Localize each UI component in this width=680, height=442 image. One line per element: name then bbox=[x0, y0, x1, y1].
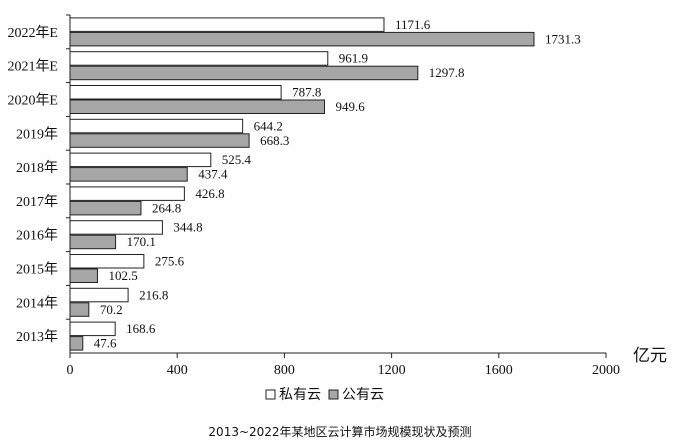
data-labels-layer: 1171.6 1731.3 961.9 1297.8 787.8 949.6 644.266… bbox=[94, 17, 581, 351]
x-tick-label: 1200 bbox=[378, 363, 406, 378]
data-label: 668.3 bbox=[260, 133, 289, 148]
public-cloud-bar bbox=[69, 167, 188, 182]
private-cloud-bar bbox=[69, 321, 116, 337]
y-tick-label: 2015年 bbox=[16, 262, 58, 278]
y-tick-label: 2014年 bbox=[16, 295, 58, 311]
data-label: 1171.6 bbox=[395, 17, 431, 32]
public-cloud-bar bbox=[69, 200, 142, 216]
data-label: 170.1 bbox=[127, 234, 156, 249]
data-label: 70.2 bbox=[100, 302, 123, 317]
data-label: 1297.8 bbox=[429, 65, 465, 80]
x-tick-label: 400 bbox=[167, 363, 188, 378]
private-cloud-bar bbox=[69, 287, 129, 303]
y-axis: 2022年E 2021年E 2020年E 2019年 2018年 2017年 2016年 20… bbox=[7, 14, 71, 353]
public-cloud-bar bbox=[69, 133, 250, 148]
public-cloud-bar bbox=[69, 268, 98, 283]
data-label: 437.4 bbox=[198, 167, 228, 182]
y-tick-label: 2021年E bbox=[7, 59, 58, 75]
data-label: 426.8 bbox=[195, 186, 224, 201]
unit-label: 亿元 bbox=[633, 346, 667, 365]
x-tick-label: 1600 bbox=[485, 363, 513, 378]
y-tick-label: 2018年 bbox=[16, 160, 58, 176]
x-tick-label: 0 bbox=[67, 363, 74, 378]
legend-swatch-private-cloud bbox=[265, 389, 276, 400]
y-tick-label: 2013年 bbox=[16, 329, 58, 345]
data-label: 961.9 bbox=[339, 51, 368, 66]
y-tick-label: 2022年E bbox=[7, 25, 58, 41]
data-label: 275.6 bbox=[155, 254, 185, 269]
data-label: 344.8 bbox=[173, 220, 202, 235]
private-cloud-bar bbox=[69, 186, 185, 201]
x-axis: 0 400 800 1200 1600 2000 bbox=[67, 352, 620, 378]
y-tick-label: 2019年 bbox=[16, 126, 58, 142]
data-label: 787.8 bbox=[292, 85, 321, 100]
private-cloud-bar bbox=[69, 17, 385, 32]
y-tick-label: 2017年 bbox=[16, 194, 58, 210]
public-cloud-bar bbox=[69, 302, 90, 317]
x-tick-label: 2000 bbox=[592, 363, 620, 378]
y-tick-label: 2020年E bbox=[7, 93, 58, 109]
private-cloud-bar bbox=[69, 254, 145, 269]
private-cloud-bar bbox=[69, 118, 244, 134]
legend-swatch-public-cloud bbox=[328, 389, 339, 400]
private-cloud-bar bbox=[69, 220, 163, 235]
data-label: 525.4 bbox=[222, 152, 252, 167]
data-label: 168.6 bbox=[126, 321, 156, 336]
data-label: 47.6 bbox=[94, 336, 117, 351]
legend: 私有云 公有云 bbox=[265, 387, 384, 403]
data-label: 216.8 bbox=[139, 287, 168, 302]
x-tick-label: 800 bbox=[274, 363, 295, 378]
private-cloud-bar bbox=[69, 51, 329, 66]
y-tick-label: 2016年 bbox=[16, 228, 58, 244]
data-label: 644.2 bbox=[254, 118, 283, 133]
data-label: 264.8 bbox=[152, 200, 181, 215]
public-cloud-bar bbox=[69, 234, 117, 250]
private-cloud-bar bbox=[69, 85, 282, 100]
data-label: 949.6 bbox=[335, 99, 365, 114]
public-cloud-bar bbox=[69, 31, 535, 47]
public-cloud-bar bbox=[69, 336, 84, 351]
chart-title: 2013~2022年某地区云计算市场规模现状及预测 bbox=[208, 425, 472, 439]
legend-label-public-cloud: 公有云 bbox=[342, 387, 384, 403]
data-label: 1731.3 bbox=[545, 31, 581, 46]
public-cloud-bar bbox=[69, 65, 419, 81]
public-cloud-bar bbox=[69, 99, 325, 114]
data-label: 102.5 bbox=[108, 268, 137, 283]
legend-label-private-cloud: 私有云 bbox=[279, 387, 321, 403]
private-cloud-bar bbox=[69, 152, 212, 168]
